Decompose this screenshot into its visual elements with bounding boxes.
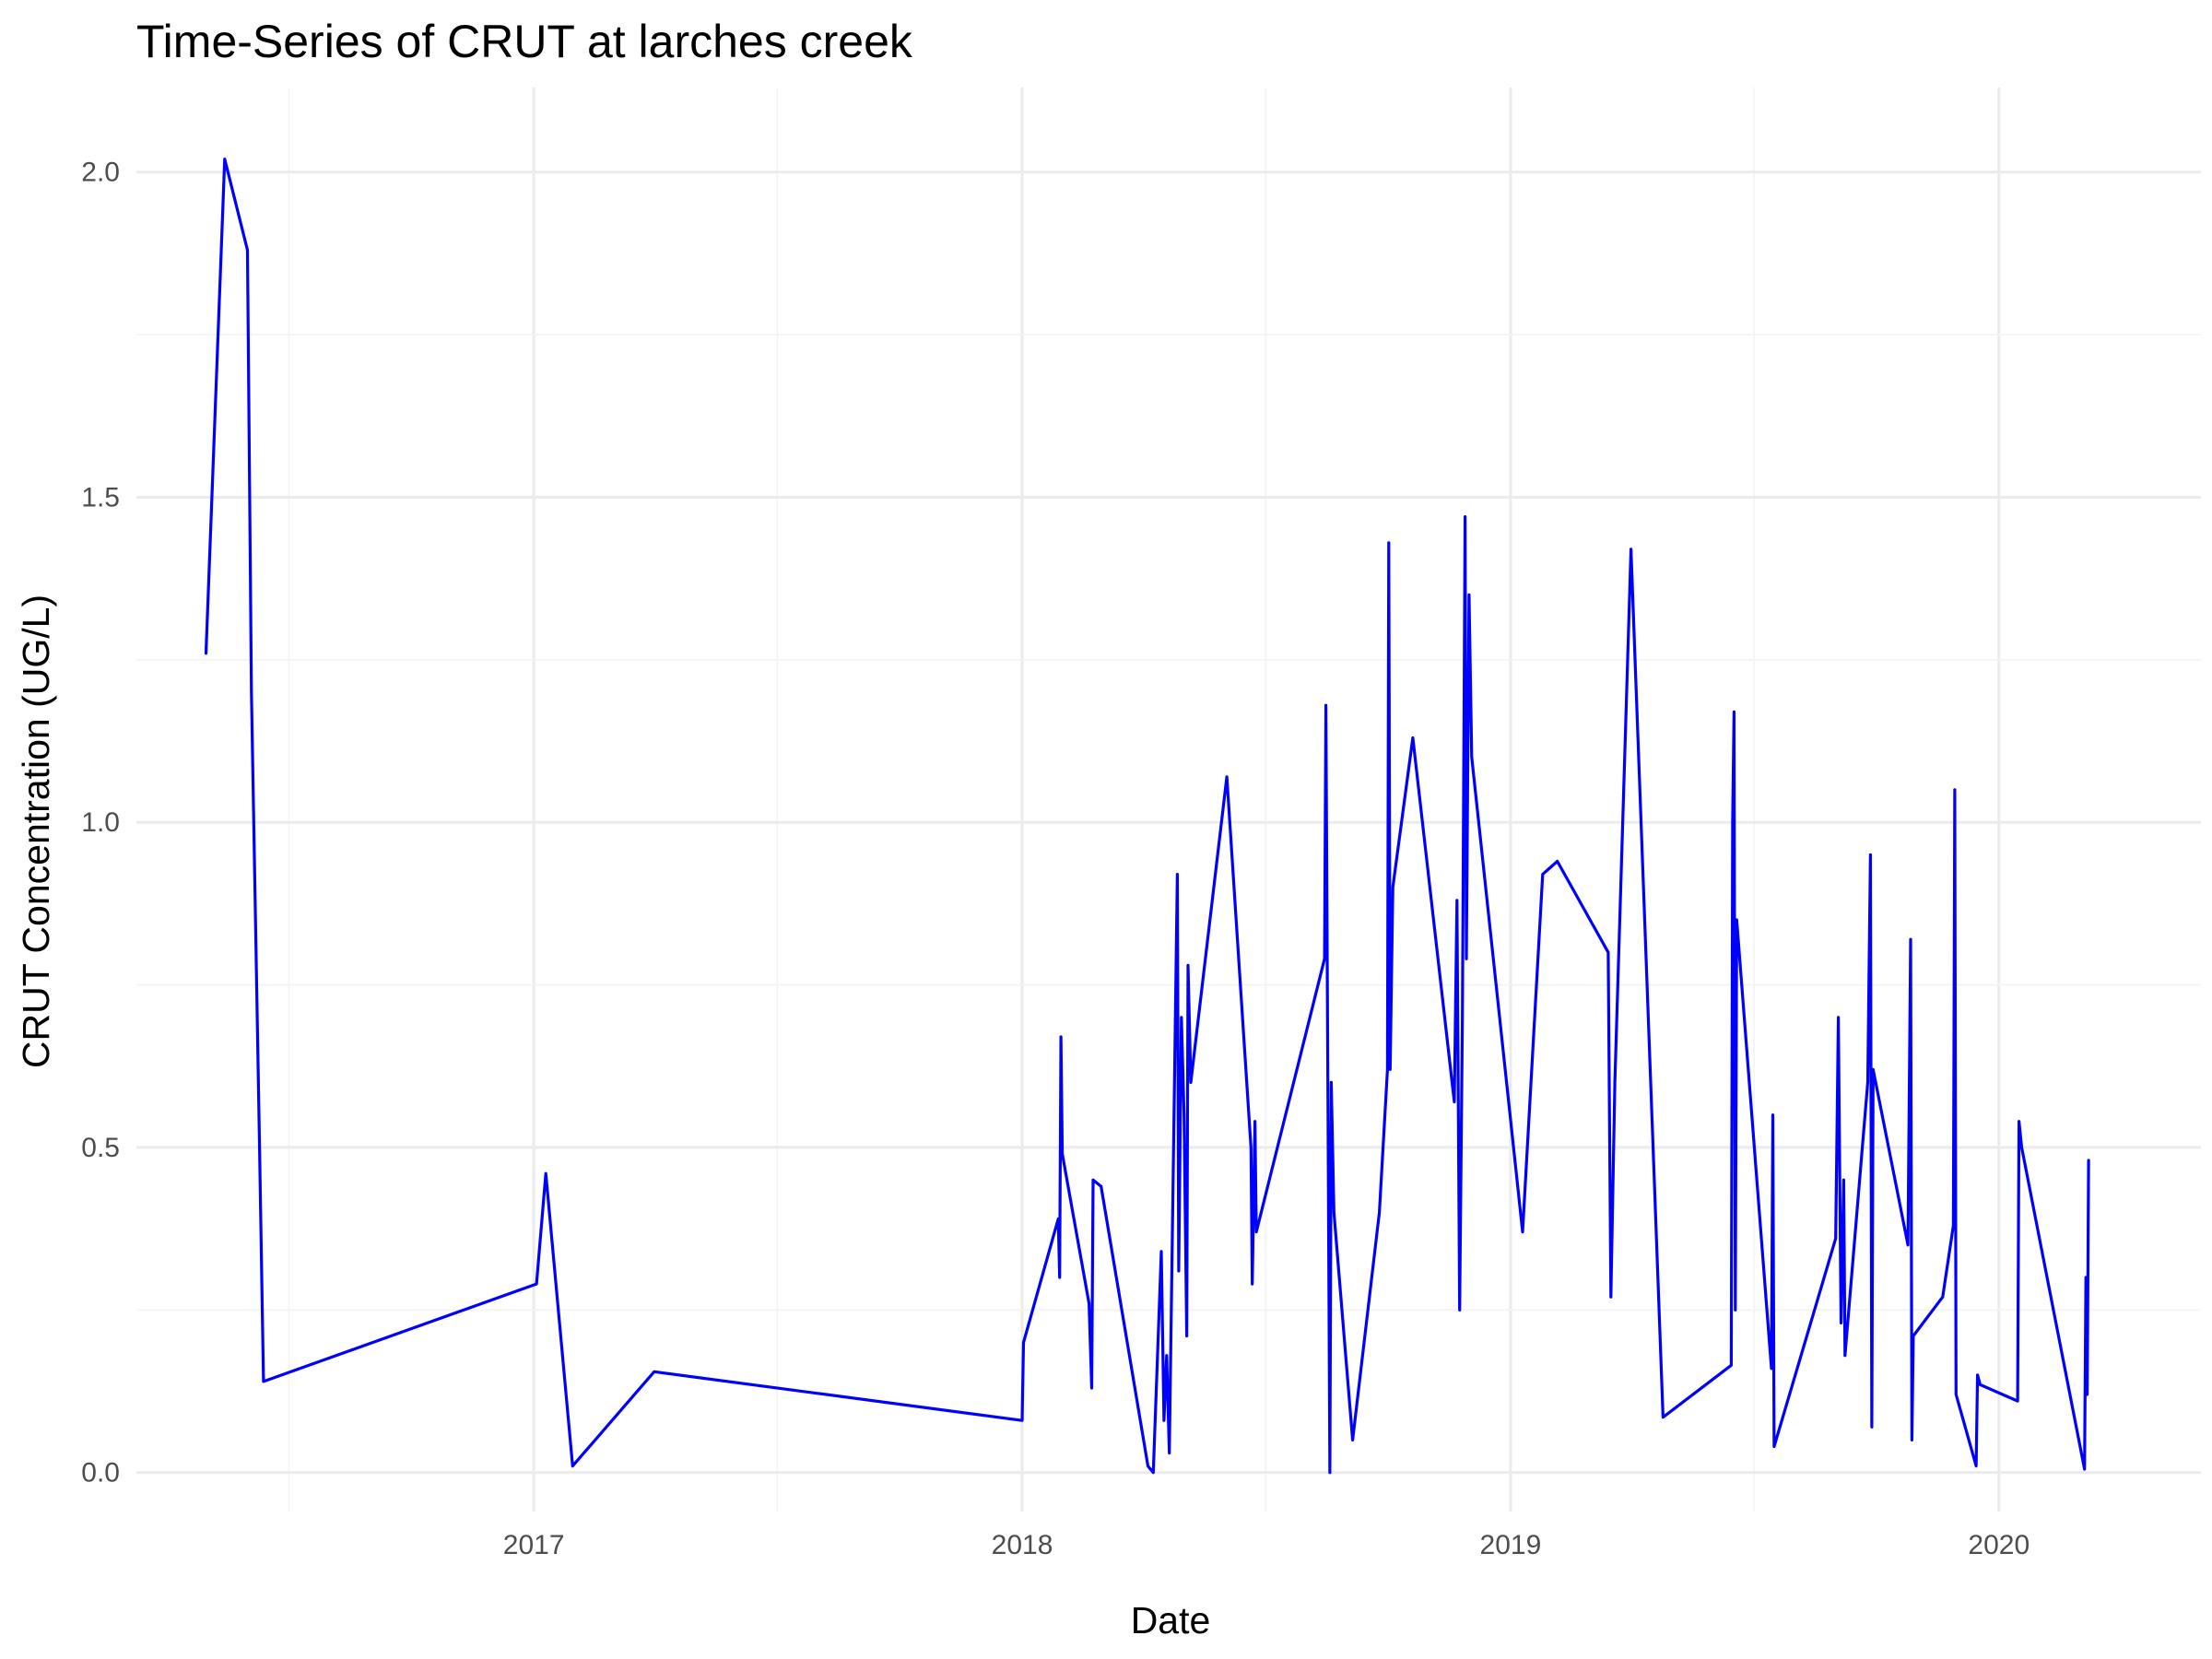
y-tick-label: 0.0 xyxy=(81,1458,120,1488)
y-tick-label: 2.0 xyxy=(81,158,120,188)
series-line-1 xyxy=(204,158,2090,1475)
y-axis-title: CRUT Concentration (UG/L) xyxy=(15,594,57,1068)
grid xyxy=(136,88,2201,1512)
series-layer xyxy=(204,158,2090,1475)
chart-title: Time-Series of CRUT at larches creek xyxy=(136,16,913,67)
x-tick-label: 2018 xyxy=(992,1530,1053,1560)
y-tick-label: 1.5 xyxy=(81,482,120,512)
x-tick-label: 2020 xyxy=(1968,1530,2030,1560)
x-axis-ticks: 2017 2018 2019 2020 xyxy=(503,1530,2030,1560)
x-tick-label: 2019 xyxy=(1480,1530,1542,1560)
y-axis-ticks: 0.0 0.5 1.0 1.5 2.0 xyxy=(81,158,120,1488)
x-axis-title: Date xyxy=(1131,1599,1211,1641)
x-tick-label: 2017 xyxy=(503,1530,565,1560)
y-tick-label: 0.5 xyxy=(81,1133,120,1163)
y-tick-label: 1.0 xyxy=(81,807,120,838)
